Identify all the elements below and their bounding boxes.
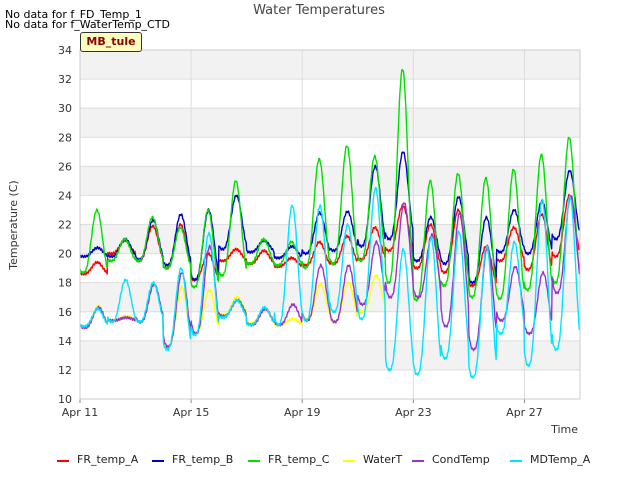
y-tick-label: 12 — [58, 364, 72, 377]
series-line-FR_temp_C — [79, 68, 581, 302]
y-tick-label: 28 — [58, 131, 72, 144]
legend-label: FR_temp_B — [172, 453, 234, 466]
no-data-message: No data for f_FD_Temp_1 — [5, 8, 142, 21]
legend-swatch — [510, 460, 522, 462]
legend-label: FR_temp_A — [77, 453, 139, 466]
legend-swatch — [343, 460, 355, 462]
y-tick-label: 30 — [58, 102, 72, 115]
y-tick-label: 18 — [58, 277, 72, 290]
y-tick-label: 14 — [58, 335, 72, 348]
legend: FR_temp_A FR_temp_B FR_temp_C WaterT CondTem… — [0, 452, 640, 470]
y-tick-label: 10 — [58, 393, 72, 406]
y-tick-label: 32 — [58, 73, 72, 86]
x-tick-label: Apr 15 — [173, 406, 210, 419]
x-tick-label: Apr 11 — [62, 406, 99, 419]
series-lines — [79, 68, 581, 379]
y-tick-label: 20 — [58, 248, 72, 261]
legend-swatch — [412, 460, 424, 462]
series-line-MDTemp_A — [79, 186, 581, 379]
chart-title: Water Temperatures — [253, 3, 385, 18]
x-tick-label: Apr 23 — [395, 406, 432, 419]
y-axis-label: Temperature (C) — [7, 180, 20, 270]
no-data-message: No data for f_WaterTemp_CTD — [5, 18, 170, 31]
plot-band — [80, 166, 580, 196]
axes: 10 12 14 16 18 20 22 24 26 28 30 32 34 Apr 11 Apr 15 Ap… — [58, 44, 581, 419]
x-tick-label: Apr 19 — [284, 406, 321, 419]
x-axis-label: Time — [550, 423, 578, 436]
y-tick-label: 16 — [58, 306, 72, 319]
y-tick-label: 24 — [58, 189, 72, 202]
legend-swatch — [152, 460, 164, 462]
plot-band — [80, 50, 580, 80]
legend-label: WaterT — [363, 453, 403, 466]
plot-frame — [79, 49, 581, 400]
legend-swatch — [248, 460, 260, 462]
legend-swatch — [57, 460, 69, 462]
legend-label: FR_temp_C — [268, 453, 330, 466]
legend-label: MDTemp_A — [530, 453, 591, 466]
y-tick-label: 26 — [58, 160, 72, 173]
x-tick-label: Apr 27 — [506, 406, 543, 419]
plot-band — [80, 108, 580, 138]
y-tick-label: 22 — [58, 219, 72, 232]
legend-label: CondTemp — [432, 453, 490, 466]
site-badge: MB_tule — [80, 32, 142, 52]
plot-band — [80, 340, 580, 370]
y-tick-label: 34 — [58, 44, 72, 57]
